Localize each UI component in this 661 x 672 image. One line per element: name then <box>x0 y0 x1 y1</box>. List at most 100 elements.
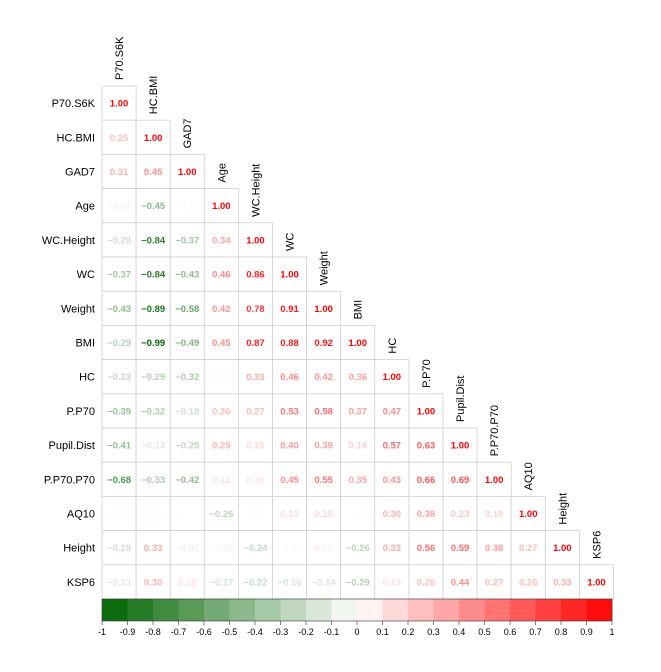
cell-value: −0.23 <box>107 372 131 383</box>
colorbar-tick-label: 0.8 <box>555 627 568 637</box>
cell-value: 0.12 <box>212 475 231 486</box>
cell-value: 0.03 <box>110 509 129 520</box>
colorbar-segment <box>561 599 587 621</box>
colorbar-segment <box>128 599 154 621</box>
column-label: KSP6 <box>591 531 603 559</box>
cell-value: 0.47 <box>383 406 402 417</box>
cell-value: −0.07 <box>175 543 199 554</box>
row-label: BMI <box>75 338 95 350</box>
cell-value: 0.26 <box>212 406 231 417</box>
cell-value: 0.03 <box>144 509 163 520</box>
row-label: P.P70 <box>66 406 95 418</box>
cell-value: 0.10 <box>246 475 265 486</box>
colorbar-tick-label: -0.2 <box>298 627 314 637</box>
row-labels: P70.S6KHC.BMIGAD7AgeWC.HeightWCWeightBMI… <box>42 98 96 589</box>
column-label: Weight <box>319 251 331 285</box>
cell-value: 1.00 <box>110 99 129 110</box>
colorbar-segment <box>332 599 358 621</box>
cell-value: 0.44 <box>451 577 470 588</box>
heatmap-cells: 1.00 0.25 1.00 0.31 0.45 1.00 −0.07 −0.45 −0.03 1… <box>102 86 614 599</box>
cell-value: −0.42 <box>175 475 199 486</box>
cell-value: −0.24 <box>243 543 268 554</box>
cell-value: 1.00 <box>417 406 436 417</box>
row-label: KSP6 <box>67 577 95 589</box>
row-label: HC.BMI <box>57 132 96 144</box>
cell-value: 0.57 <box>383 441 402 452</box>
cell-value: 0.42 <box>212 304 231 315</box>
column-label: P.P70 <box>421 359 433 388</box>
cell-value: 1.00 <box>383 372 402 383</box>
cell-value: 0.92 <box>314 338 333 349</box>
cell-value: 0.38 <box>485 543 504 554</box>
cell-value: 1.00 <box>553 543 572 554</box>
cell-value: −0.22 <box>243 577 267 588</box>
cell-value: 0.86 <box>246 270 265 281</box>
cell-value: 1.00 <box>178 167 197 178</box>
colorbar-segment <box>510 599 536 621</box>
cell-value: −0.43 <box>175 270 199 281</box>
colorbar: -1 -0.9 -0.8 -0.7 -0.6 -0.5 -0.4 -0.3 -0.2 -0.1 0 0… <box>98 599 615 637</box>
cell-value: 0.45 <box>144 167 163 178</box>
cell-value: −0.19 <box>107 543 131 554</box>
colorbar-tick-label: 0.2 <box>402 627 415 637</box>
cell-value: −0.07 <box>107 201 131 212</box>
cell-value: −0.26 <box>346 543 370 554</box>
cell-value: 0.29 <box>212 441 231 452</box>
cell-value: −0.32 <box>175 372 199 383</box>
column-label: BMI <box>353 300 365 320</box>
cell-value: −0.01 <box>175 509 200 520</box>
cell-value: 0.13 <box>383 577 402 588</box>
cell-value: 1.00 <box>349 338 368 349</box>
cell-value: −0.13 <box>141 441 165 452</box>
cell-value: 0.69 <box>451 475 470 486</box>
cell-value: 0.33 <box>383 543 402 554</box>
cell-value: 0.66 <box>417 475 436 486</box>
cell-value: −0.17 <box>209 577 233 588</box>
colorbar-segment <box>485 599 511 621</box>
cell-value: 0.59 <box>451 543 470 554</box>
colorbar-segment <box>204 599 230 621</box>
row-label: P.P70.P70 <box>44 474 95 486</box>
cell-value: 0.19 <box>485 509 504 520</box>
cell-value: 0.55 <box>314 475 333 486</box>
cell-value: −0.84 <box>141 235 166 246</box>
cell-value: −0.33 <box>141 475 165 486</box>
cell-value: 0.63 <box>417 441 436 452</box>
cell-value: 0.12 <box>178 577 197 588</box>
cell-value: 0.91 <box>280 304 299 315</box>
cell-value: 0.31 <box>110 167 129 178</box>
colorbar-tick-label: 0.4 <box>453 627 466 637</box>
colorbar-tick-label: -0.6 <box>196 627 212 637</box>
cell-value: 0.34 <box>212 235 231 246</box>
row-label: Pupil.Dist <box>49 440 95 452</box>
colorbar-tick-label: -0.4 <box>247 627 263 637</box>
colorbar-tick-label: -0.5 <box>222 627 238 637</box>
column-label: GAD7 <box>182 118 194 148</box>
cell-value: 0.07 <box>314 543 333 554</box>
cell-value: −0.18 <box>175 406 199 417</box>
cell-value: −0.02 <box>243 509 267 520</box>
cell-value: −0.58 <box>175 304 199 315</box>
column-label: Age <box>216 163 228 183</box>
colorbar-segment <box>281 599 307 621</box>
cell-value: −0.49 <box>175 338 199 349</box>
cell-value: 0.45 <box>280 475 299 486</box>
cell-value: 0.23 <box>451 509 470 520</box>
cell-value: 0.25 <box>110 133 129 144</box>
colorbar-tick-label: 0.3 <box>427 627 440 637</box>
row-label: WC <box>77 269 95 281</box>
cell-value: −0.29 <box>346 577 370 588</box>
cell-value: −0.41 <box>107 441 132 452</box>
row-label: AQ10 <box>67 509 95 521</box>
cell-value: 0.30 <box>144 577 163 588</box>
colorbar-segment <box>357 599 383 621</box>
cell-value: 0.35 <box>349 475 368 486</box>
colorbar-segment <box>434 599 460 621</box>
cell-value: −0.37 <box>175 235 199 246</box>
colorbar-segment <box>255 599 281 621</box>
cell-value: 0.26 <box>519 577 538 588</box>
cell-value: 0.39 <box>314 441 333 452</box>
cell-value: 1.00 <box>246 235 265 246</box>
row-label: Weight <box>61 303 95 315</box>
